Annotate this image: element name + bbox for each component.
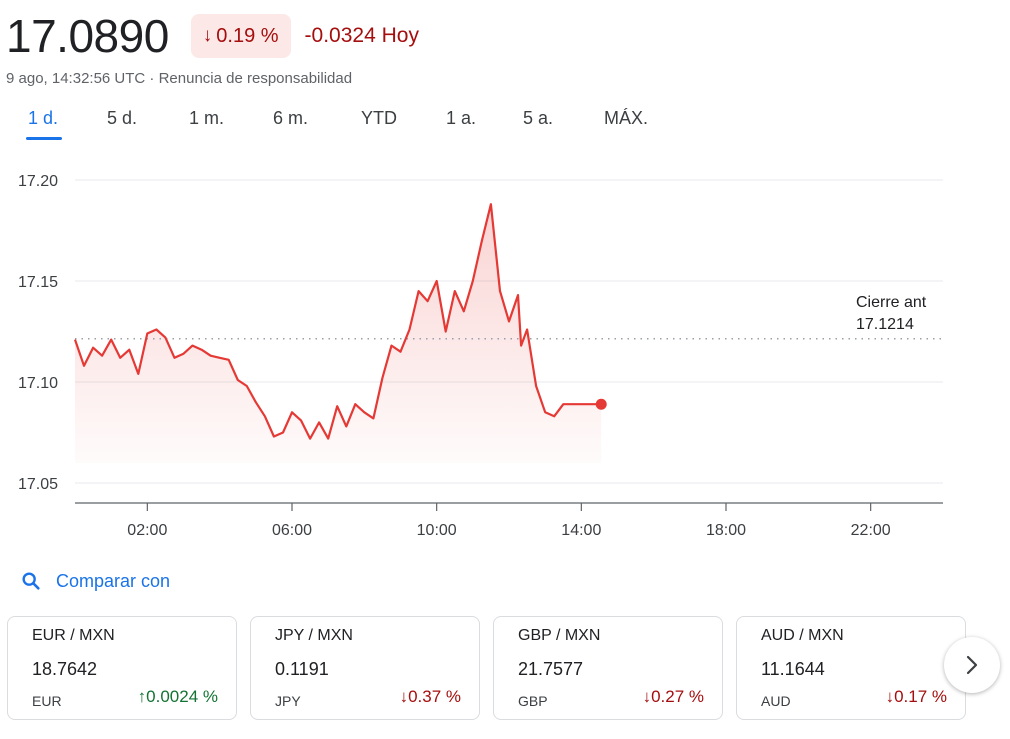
quote-header: 17.0890 ↓ 0.19 % -0.0324 Hoy <box>6 8 419 64</box>
price-chart[interactable]: 17.20 17.15 17.10 17.05 02:00 06:00 10:00 14:0… <box>0 150 1010 550</box>
card-value: 21.7577 <box>518 659 584 679</box>
card-change-value: 0.0024 % <box>146 687 218 706</box>
absolute-change: -0.0324 Hoy <box>304 24 419 47</box>
arrow-down-icon: ↓ <box>202 25 213 46</box>
card-pair: GBP / MXN <box>518 627 601 644</box>
compare-label: Comparar con <box>56 570 171 591</box>
x-tick-label: 10:00 <box>417 522 457 539</box>
card-eur-mxn[interactable]: EUR / MXN 18.7642 EUR ↑0.0024 % <box>7 616 237 720</box>
tab-5-days[interactable]: 5 d. <box>107 108 138 128</box>
arrow-down-icon: ↓ <box>642 687 652 706</box>
card-change: ↓0.27 % <box>643 687 704 707</box>
chevron-right-icon <box>966 655 978 675</box>
compare-button[interactable]: Comparar con <box>20 570 170 592</box>
y-tick-label: 17.15 <box>18 274 58 291</box>
card-change: ↓0.37 % <box>400 687 461 707</box>
price-area <box>75 204 602 463</box>
range-tabs: 1 d. 5 d. 1 m. 6 m. YTD 1 a. 5 a. MÁX. <box>0 104 700 140</box>
card-base-currency: JPY <box>275 693 301 709</box>
arrow-down-icon: ↓ <box>885 687 895 706</box>
y-tick-label: 17.05 <box>18 476 58 493</box>
arrow-down-icon: ↓ <box>399 687 409 706</box>
card-value: 0.1191 <box>275 659 329 679</box>
tab-1-month[interactable]: 1 m. <box>189 108 225 128</box>
previous-close-value: 17.1214 <box>856 316 914 333</box>
card-base-currency: GBP <box>518 693 548 709</box>
card-change: ↓0.17 % <box>886 687 947 707</box>
previous-close-label: Cierre ant <box>856 294 927 311</box>
percent-change-value: 0.19 % <box>216 24 279 47</box>
x-tick-label: 14:00 <box>561 522 601 539</box>
card-base-currency: EUR <box>32 693 62 709</box>
x-tick-label: 22:00 <box>851 522 891 539</box>
card-change-value: 0.37 % <box>408 687 461 706</box>
x-tick-label: 06:00 <box>272 522 312 539</box>
card-pair: JPY / MXN <box>275 627 353 644</box>
card-change: ↑0.0024 % <box>138 687 218 707</box>
timestamp-disclaimer: 9 ago, 14:32:56 UTC · Renuncia de respon… <box>6 70 353 87</box>
current-price: 17.0890 <box>6 10 169 62</box>
arrow-up-icon: ↑ <box>137 687 147 706</box>
x-tick-label: 18:00 <box>706 522 746 539</box>
card-change-value: 0.27 % <box>651 687 704 706</box>
card-value: 11.1644 <box>761 659 825 679</box>
tab-1-year[interactable]: 1 a. <box>446 108 477 128</box>
card-gbp-mxn[interactable]: GBP / MXN 21.7577 GBP ↓0.27 % <box>493 616 723 720</box>
active-tab-indicator <box>26 137 62 140</box>
next-cards-button[interactable] <box>944 637 1000 693</box>
tab-6-months[interactable]: 6 m. <box>273 108 309 128</box>
y-tick-label: 17.20 <box>18 173 58 190</box>
card-change-value: 0.17 % <box>894 687 947 706</box>
search-icon <box>22 572 40 590</box>
card-pair: AUD / MXN <box>761 627 844 644</box>
price-line <box>73 203 602 440</box>
card-aud-mxn[interactable]: AUD / MXN 11.1644 AUD ↓0.17 % <box>736 616 966 720</box>
percent-change-badge: ↓ 0.19 % <box>190 14 291 58</box>
x-tick-label: 02:00 <box>127 522 167 539</box>
tab-1-day[interactable]: 1 d. <box>28 108 59 128</box>
card-jpy-mxn[interactable]: JPY / MXN 0.1191 JPY ↓0.37 % <box>250 616 480 720</box>
tab-5-years[interactable]: 5 a. <box>523 108 554 128</box>
current-price-dot <box>595 398 607 410</box>
card-base-currency: AUD <box>761 693 791 709</box>
card-value: 18.7642 <box>32 659 98 679</box>
tab-max[interactable]: MÁX. <box>604 108 649 128</box>
card-pair: EUR / MXN <box>32 627 115 644</box>
y-tick-label: 17.10 <box>18 375 58 392</box>
tab-ytd[interactable]: YTD <box>361 108 397 128</box>
